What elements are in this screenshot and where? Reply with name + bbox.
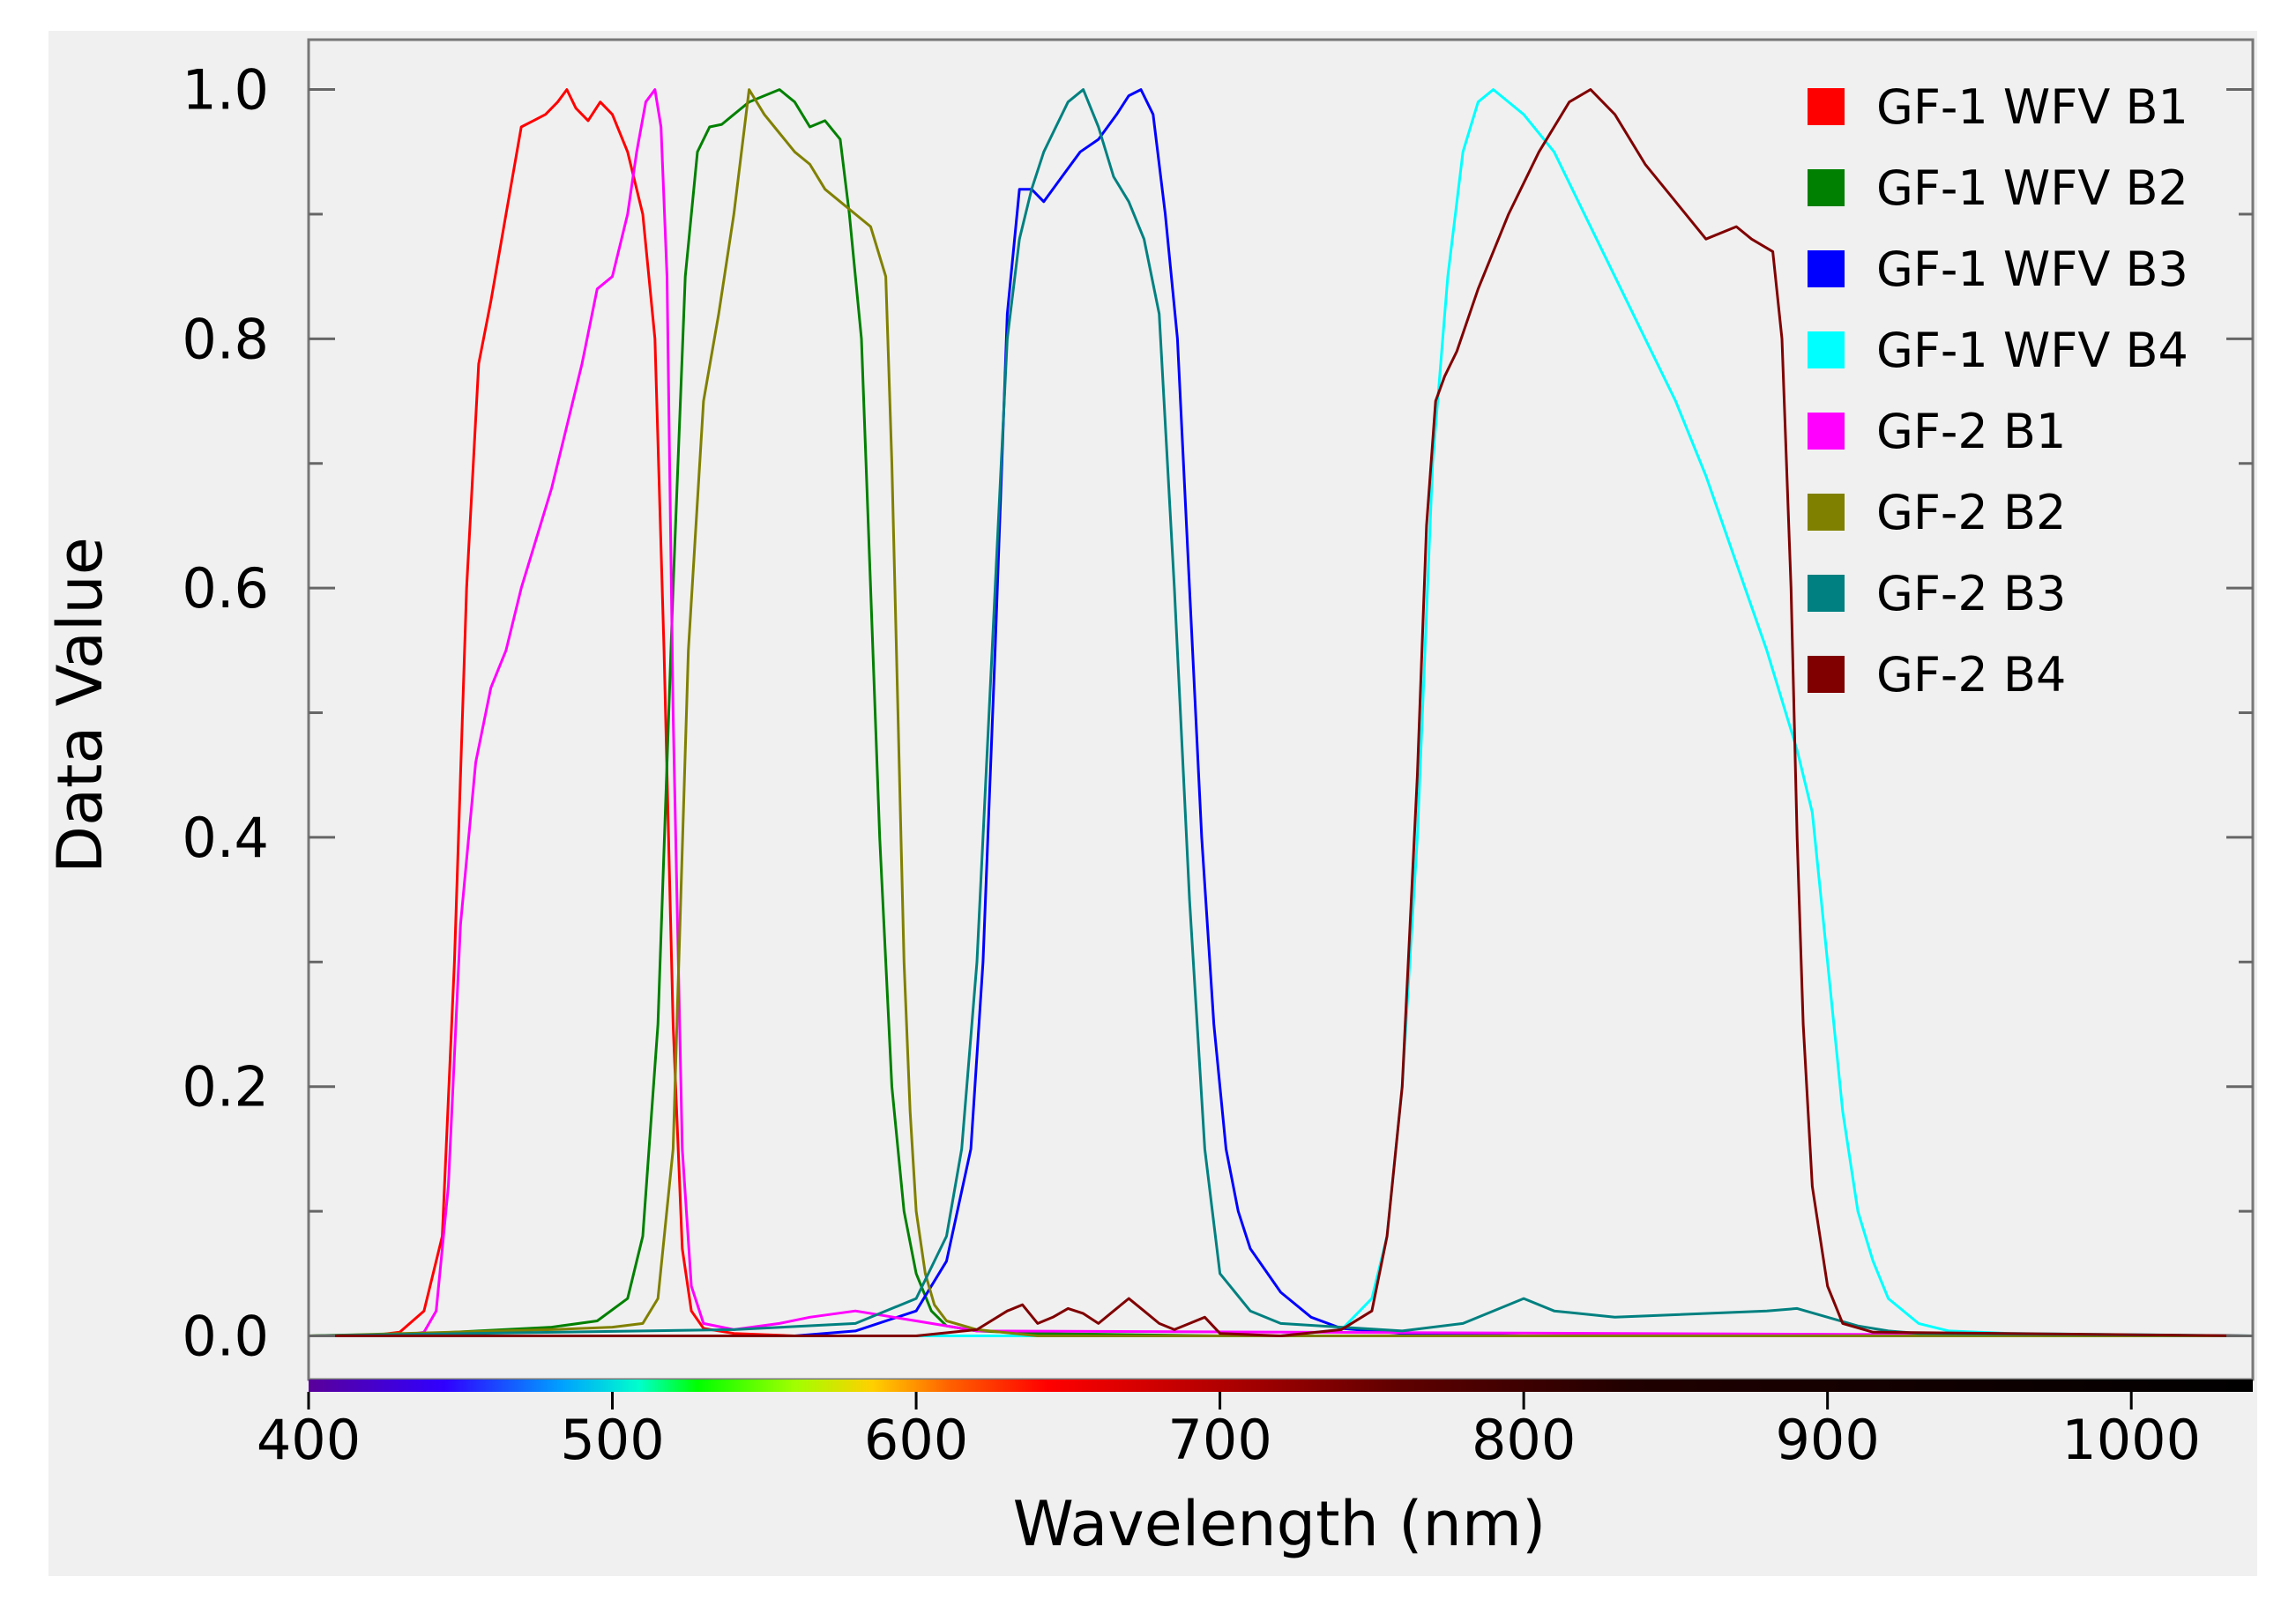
- series-line-1: [309, 88, 2253, 1337]
- legend-label: GF-2 B2: [1876, 485, 2066, 540]
- legend-swatch: [1808, 88, 1845, 125]
- y-tick-label: 0.0: [182, 1305, 269, 1369]
- x-tick-label: 600: [864, 1408, 968, 1472]
- spectrum-color-bar: [309, 1380, 2253, 1392]
- series-line-3: [309, 88, 2253, 1337]
- x-tick-label: 900: [1775, 1408, 1879, 1472]
- legend-label: GF-1 WFV B1: [1876, 79, 2188, 135]
- x-tick-label: 500: [560, 1408, 664, 1472]
- series-line-7: [309, 88, 2253, 1337]
- legend-swatch: [1808, 169, 1845, 206]
- y-axis-title: Data Value: [44, 537, 116, 874]
- x-tick-label: 800: [1472, 1408, 1576, 1472]
- x-tick-label: 700: [1167, 1408, 1271, 1472]
- x-tick-label: 1000: [2061, 1408, 2201, 1472]
- legend-swatch: [1808, 494, 1845, 531]
- legend-swatch: [1808, 575, 1845, 612]
- legend-label: GF-1 WFV B4: [1876, 323, 2188, 378]
- legend-label: GF-1 WFV B3: [1876, 242, 2188, 297]
- legend-swatch: [1808, 656, 1845, 693]
- legend-label: GF-2 B4: [1876, 647, 2066, 703]
- x-axis-title: Wavelength (nm): [1013, 1488, 1547, 1560]
- y-tick-label: 0.2: [182, 1055, 269, 1119]
- plot-area: [307, 38, 2255, 1381]
- legend-swatch: [1808, 413, 1845, 450]
- y-tick-label: 1.0: [182, 58, 269, 123]
- legend-swatch: [1808, 250, 1845, 287]
- legend-label: GF-2 B3: [1876, 566, 2066, 621]
- y-tick-label: 0.8: [182, 307, 269, 371]
- series-line-2: [309, 88, 2253, 1337]
- x-tick-label: 400: [257, 1408, 361, 1472]
- y-tick-label: 0.6: [182, 556, 269, 621]
- legend-label: GF-1 WFV B2: [1876, 160, 2188, 216]
- y-tick-label: 0.4: [182, 806, 269, 870]
- legend-label: GF-2 B1: [1876, 404, 2066, 459]
- series-line-6: [309, 88, 2253, 1337]
- series-line-5: [309, 88, 2253, 1337]
- legend-swatch: [1808, 331, 1845, 368]
- series-line-8: [309, 88, 2253, 1337]
